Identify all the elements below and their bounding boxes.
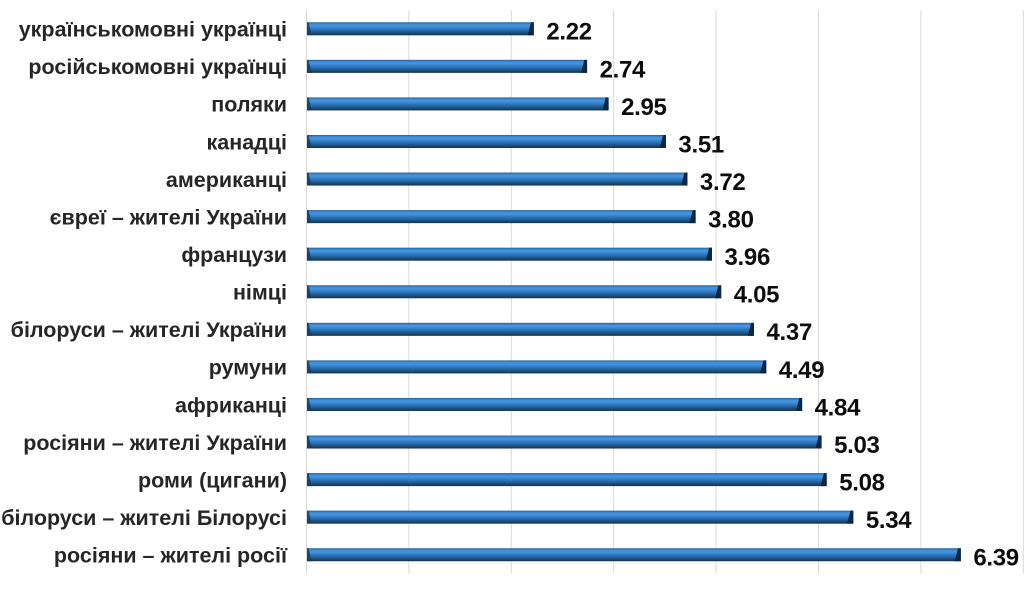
svg-text:білоруси – жителі Білорусі: білоруси – жителі Білорусі bbox=[1, 506, 287, 530]
svg-text:4.84: 4.84 bbox=[815, 394, 861, 421]
svg-text:5.08: 5.08 bbox=[839, 469, 885, 496]
svg-text:канадці: канадці bbox=[207, 130, 288, 154]
svg-text:3.72: 3.72 bbox=[700, 169, 746, 196]
svg-text:росіяни – жителі України: росіяни – жителі України bbox=[23, 431, 287, 455]
svg-text:3.80: 3.80 bbox=[708, 207, 754, 234]
svg-text:роми (цигани): роми (цигани) bbox=[138, 468, 287, 492]
svg-text:румуни: румуни bbox=[209, 356, 287, 380]
svg-text:3.51: 3.51 bbox=[678, 131, 724, 158]
svg-text:євреї – жителі України: євреї – жителі України bbox=[50, 205, 287, 229]
svg-text:4.49: 4.49 bbox=[779, 357, 825, 384]
svg-text:4.37: 4.37 bbox=[766, 319, 812, 346]
svg-text:поляки: поляки bbox=[211, 93, 287, 117]
svg-text:білоруси – жителі України: білоруси – жителі України bbox=[11, 318, 287, 342]
svg-text:6.39: 6.39 bbox=[973, 545, 1019, 572]
svg-text:5.34: 5.34 bbox=[866, 507, 912, 534]
svg-text:3.96: 3.96 bbox=[725, 244, 771, 271]
svg-text:африканці: африканці bbox=[175, 393, 287, 417]
svg-text:французи: французи bbox=[181, 243, 287, 267]
svg-text:німці: німці bbox=[233, 281, 287, 305]
svg-text:українськомовні українці: українськомовні українці bbox=[19, 18, 287, 42]
svg-text:5.03: 5.03 bbox=[834, 432, 880, 459]
svg-text:4.05: 4.05 bbox=[734, 282, 780, 309]
svg-text:2.22: 2.22 bbox=[546, 19, 592, 46]
svg-text:росіяни – жителі росії: росіяни – жителі росії bbox=[54, 544, 288, 568]
svg-text:американці: американці bbox=[166, 168, 287, 192]
svg-text:2.74: 2.74 bbox=[600, 56, 646, 83]
svg-text:російськомовні українці: російськомовні українці bbox=[28, 55, 287, 79]
svg-text:2.95: 2.95 bbox=[621, 94, 667, 121]
